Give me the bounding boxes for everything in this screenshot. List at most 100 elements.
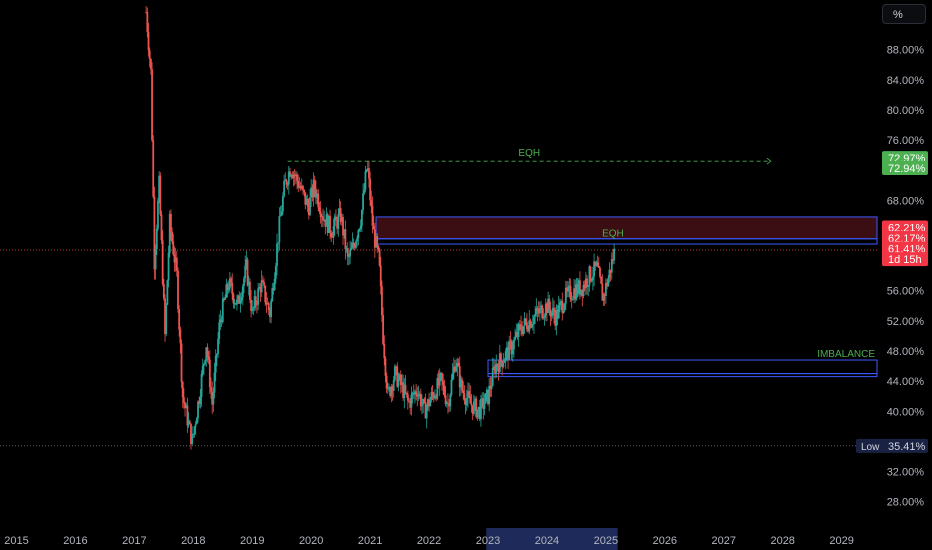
candle-body — [468, 391, 471, 396]
candle-body — [247, 281, 250, 286]
candle-body — [391, 386, 394, 391]
candle-body — [351, 242, 354, 248]
candle-body — [579, 280, 581, 295]
candle-body — [228, 278, 231, 289]
x-tick-label: 2022 — [417, 535, 441, 547]
candle-body — [477, 406, 480, 410]
candle-body — [390, 386, 393, 397]
candle-body — [362, 193, 364, 211]
candle-body — [513, 339, 515, 350]
candle-body — [613, 248, 616, 261]
candle-body — [147, 32, 150, 51]
candle-body — [521, 330, 524, 335]
candle-body — [517, 324, 520, 337]
candle-body — [610, 259, 613, 273]
candle-body — [581, 289, 584, 297]
x-tick-label: 2015 — [4, 535, 28, 547]
candle-body — [586, 278, 588, 288]
candle-body — [599, 267, 601, 277]
candle-body — [406, 394, 409, 401]
candle-body — [426, 399, 429, 408]
candle-body — [210, 387, 212, 392]
candle-body — [386, 388, 389, 390]
candle-body — [329, 215, 331, 233]
candle-body — [201, 365, 204, 374]
candle-body — [294, 174, 297, 177]
candle-body — [416, 394, 419, 397]
candle-body — [289, 171, 291, 177]
candle-body — [498, 353, 501, 373]
candle-body — [352, 242, 355, 247]
candle-body — [551, 307, 554, 313]
candle-body — [181, 381, 184, 398]
zone-box — [375, 216, 878, 240]
percent-scale-button[interactable]: % — [882, 4, 926, 24]
candle-body — [310, 187, 313, 198]
x-tick-label: 2017 — [122, 535, 146, 547]
candle-body — [401, 382, 403, 385]
eqh-label: EQH — [602, 229, 624, 240]
candle-body — [383, 343, 386, 359]
candle-body — [305, 198, 308, 205]
candle-body — [415, 391, 418, 395]
candle-body — [358, 228, 361, 231]
candle-body — [340, 217, 343, 222]
price-badge — [882, 231, 928, 246]
candle-body — [302, 185, 304, 190]
candle-body — [536, 308, 539, 311]
y-tick-label: 48.00% — [887, 346, 925, 358]
candle-body — [500, 353, 502, 361]
candle-body — [200, 373, 203, 398]
candle-body — [584, 278, 587, 289]
candle-body — [283, 181, 285, 197]
candle-body — [429, 399, 432, 407]
candle-body — [448, 403, 451, 407]
candle-body — [204, 360, 207, 364]
candle-body — [271, 288, 274, 301]
candle-body — [443, 385, 446, 396]
candle-body — [404, 384, 407, 393]
candle-body — [188, 421, 191, 424]
candle-body — [421, 404, 423, 407]
candle-body — [366, 168, 369, 170]
candle-body — [449, 394, 452, 407]
zone-box — [487, 373, 878, 378]
candle-body — [541, 305, 544, 319]
x-tick-label: 2018 — [181, 535, 205, 547]
candle-body — [369, 178, 372, 201]
candle-body — [531, 323, 534, 325]
candle-body — [316, 193, 318, 198]
candle-body — [377, 245, 380, 250]
candle-body — [307, 206, 310, 216]
x-tick-label: 2024 — [535, 535, 559, 547]
x-tick-label: 2027 — [712, 535, 736, 547]
price-badge-label: 72.94% — [888, 163, 926, 175]
candle-body — [254, 296, 257, 305]
candle-body — [339, 208, 342, 222]
candle-body — [483, 403, 486, 410]
candle-body — [418, 393, 421, 395]
candle-body — [173, 254, 176, 263]
candle-body — [442, 381, 445, 386]
candle-body — [393, 366, 396, 381]
candle-body — [438, 373, 441, 386]
candle-body — [609, 269, 612, 273]
candle-body — [258, 287, 261, 289]
candle-body — [252, 307, 255, 309]
candle-body — [191, 434, 194, 444]
candle-body — [298, 186, 301, 188]
candle-body — [146, 12, 149, 33]
candle-body — [569, 285, 572, 300]
candle-body — [441, 372, 443, 382]
candle-body — [355, 241, 357, 248]
candle-body — [589, 266, 592, 281]
candle-body — [482, 398, 485, 410]
eqh-arrow — [766, 157, 772, 165]
candle-body — [349, 249, 351, 257]
candle-body — [161, 240, 164, 284]
candle-body — [274, 266, 277, 279]
candle-body — [280, 211, 283, 216]
y-tick-label: 80.00% — [887, 105, 925, 117]
